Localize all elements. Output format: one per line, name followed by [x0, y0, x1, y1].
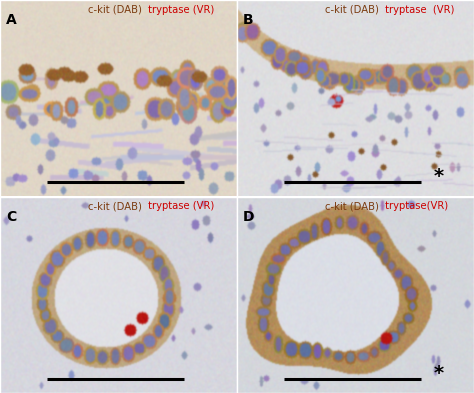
Text: C: C — [6, 209, 16, 224]
Text: tryptase  (VR): tryptase (VR) — [382, 5, 454, 15]
Text: tryptase(VR): tryptase(VR) — [382, 201, 448, 211]
Text: *: * — [433, 167, 444, 186]
Text: D: D — [243, 209, 255, 224]
Text: A: A — [6, 13, 17, 27]
Text: c-kit (DAB): c-kit (DAB) — [325, 201, 379, 211]
Text: c-kit (DAB): c-kit (DAB) — [88, 201, 142, 211]
Text: tryptase (VR): tryptase (VR) — [145, 201, 214, 211]
Text: tryptase (VR): tryptase (VR) — [145, 5, 214, 15]
Text: B: B — [243, 13, 254, 27]
Text: c-kit (DAB): c-kit (DAB) — [88, 5, 142, 15]
Text: c-kit (DAB): c-kit (DAB) — [325, 5, 379, 15]
Text: *: * — [433, 364, 444, 383]
